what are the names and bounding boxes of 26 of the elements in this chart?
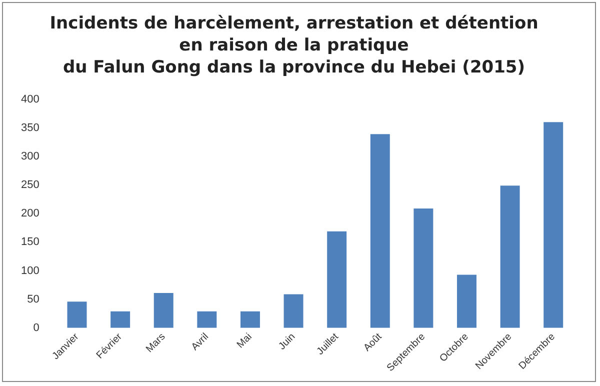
y-tick-label: 250 [20, 179, 40, 192]
bar [284, 294, 304, 328]
y-tick-label: 50 [27, 293, 40, 306]
bar [240, 311, 260, 328]
y-tick-label: 0 [33, 322, 40, 334]
x-tick-label: Mai [235, 331, 254, 351]
y-tick-label: 400 [20, 93, 40, 106]
text: en raison de la pratique [179, 36, 409, 56]
y-tick-label: 100 [20, 264, 40, 277]
bar [456, 274, 476, 328]
y-tick-label: 300 [20, 150, 40, 162]
bar [110, 311, 130, 328]
y-tick-label: 350 [20, 122, 40, 134]
text: du Falun Gong dans la province du Hebei (2015) [62, 58, 526, 78]
text: Incidents de harcèlement, arrestation et détention [50, 13, 538, 34]
x-tick-label: Juin [276, 331, 298, 352]
bar [500, 186, 520, 328]
y-tick-label: 150 [20, 236, 40, 248]
bar [154, 293, 174, 328]
bar [414, 208, 434, 328]
bar [370, 134, 390, 328]
bar [197, 311, 217, 328]
y-tick-label: 200 [20, 208, 40, 220]
bar [67, 302, 87, 328]
bar [544, 122, 564, 328]
bar [327, 231, 347, 328]
